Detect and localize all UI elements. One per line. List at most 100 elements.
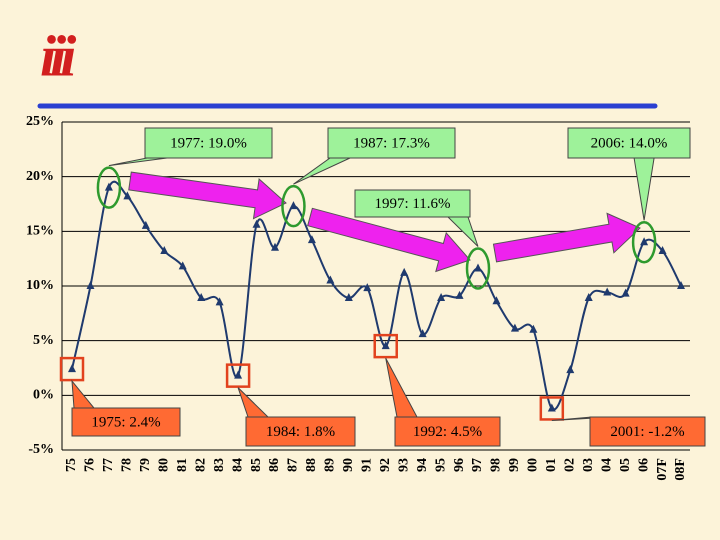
- x-tick-label: 89: [323, 458, 338, 472]
- peak-highlight: [96, 166, 122, 209]
- x-tick-label: 88: [304, 458, 319, 472]
- x-tick-label: 96: [452, 458, 467, 472]
- callout-tail: [237, 387, 270, 418]
- x-tick-label: 92: [378, 458, 393, 472]
- point-marker: [584, 293, 593, 302]
- y-tick-label: 25%: [26, 114, 54, 129]
- x-tick-label: 84: [230, 458, 245, 472]
- x-tick-label: 06: [636, 458, 651, 472]
- point-marker: [123, 191, 132, 200]
- point-marker: [215, 297, 224, 306]
- y-tick-label: 10%: [26, 278, 54, 293]
- point-marker: [344, 293, 353, 302]
- x-tick-label: 01: [544, 458, 559, 472]
- x-tick-label: 94: [415, 458, 430, 472]
- x-tick-label: 76: [83, 458, 98, 472]
- annotation-label: 2001: -1.2%: [610, 424, 684, 440]
- point-marker: [68, 364, 76, 373]
- x-tick-label: 93: [396, 458, 411, 472]
- y-tick-label: 5%: [33, 333, 54, 348]
- x-tick-label: 79: [138, 458, 153, 472]
- trend-arrow: [128, 171, 287, 220]
- point-marker: [418, 329, 427, 338]
- y-tick-label: 0%: [33, 388, 54, 403]
- point-marker: [381, 341, 390, 350]
- callout-box: [144, 127, 273, 159]
- annotation-label: 2006: 14.0%: [591, 135, 668, 151]
- x-tick-label: 78: [120, 458, 135, 472]
- annotation-label: 1997: 11.6%: [374, 196, 450, 212]
- annotation-label: 1977: 19.0%: [170, 135, 247, 151]
- point-marker: [437, 293, 446, 302]
- callout-box: [567, 127, 691, 159]
- callout-tail: [633, 157, 655, 221]
- callout-tail: [293, 157, 351, 185]
- x-tick-label: 98: [489, 458, 504, 472]
- callout-tail: [71, 379, 96, 409]
- x-tick-label: 86: [267, 458, 282, 472]
- peak-highlight: [465, 247, 491, 290]
- x-tick-label: 99: [507, 458, 522, 472]
- point-marker: [547, 403, 556, 412]
- point-marker: [640, 237, 649, 246]
- trend-arrow: [492, 212, 641, 263]
- x-tick-label: 87: [286, 458, 301, 472]
- x-tick-label: 05: [618, 458, 633, 472]
- x-tick-label: 75: [64, 458, 79, 472]
- x-tick-label: 97: [470, 458, 485, 472]
- point-marker: [603, 287, 612, 296]
- point-marker: [234, 370, 243, 379]
- callout-tail: [108, 157, 168, 167]
- trough-highlight: [59, 356, 85, 382]
- x-tick-label: 00: [526, 458, 541, 472]
- callout-tail: [385, 357, 418, 418]
- point-marker: [271, 242, 279, 251]
- y-tick-label: 20%: [26, 169, 54, 184]
- x-tick-label: 83: [212, 458, 227, 472]
- x-tick-label: 03: [581, 458, 596, 472]
- x-tick-label: 81: [175, 458, 190, 472]
- point-marker: [400, 267, 409, 276]
- y-tick-label: 15%: [26, 224, 54, 239]
- trough-highlight: [373, 333, 398, 359]
- point-marker: [455, 290, 464, 299]
- trend-arrow: [307, 207, 471, 273]
- peak-highlight: [281, 184, 306, 228]
- point-marker: [658, 246, 667, 255]
- callout-box: [71, 407, 181, 437]
- x-tick-label: 04: [599, 458, 614, 472]
- x-tick-label: 02: [562, 458, 577, 472]
- callout-box: [354, 189, 471, 218]
- x-tick-label: 77: [101, 458, 116, 472]
- annotation-label: 1987: 17.3%: [353, 135, 430, 151]
- point-marker: [104, 182, 113, 191]
- point-marker: [621, 288, 630, 297]
- x-tick-label: 90: [341, 458, 356, 472]
- x-tick-label: 07F: [655, 458, 670, 481]
- y-tick-label: -5%: [28, 442, 54, 457]
- point-marker: [363, 283, 372, 292]
- point-marker: [474, 263, 482, 272]
- annotation-label: 1984: 1.8%: [266, 424, 335, 440]
- point-marker: [178, 261, 187, 270]
- point-marker: [86, 281, 95, 289]
- callout-box: [589, 416, 706, 447]
- point-marker: [160, 246, 169, 255]
- point-marker: [566, 365, 575, 374]
- point-marker: [141, 220, 150, 229]
- callout-box: [394, 416, 501, 447]
- peak-highlight: [631, 221, 657, 264]
- annotation-label: 1975: 2.4%: [91, 414, 160, 430]
- trough-highlight: [225, 363, 251, 388]
- point-marker: [529, 324, 538, 333]
- trough-highlight: [539, 396, 565, 421]
- point-marker: [252, 219, 261, 228]
- x-tick-label: 82: [193, 458, 208, 472]
- x-tick-label: 80: [156, 458, 171, 472]
- x-tick-label: 95: [433, 458, 448, 472]
- x-tick-label: 91: [359, 458, 374, 472]
- callout-box: [245, 416, 356, 447]
- point-marker: [307, 235, 316, 244]
